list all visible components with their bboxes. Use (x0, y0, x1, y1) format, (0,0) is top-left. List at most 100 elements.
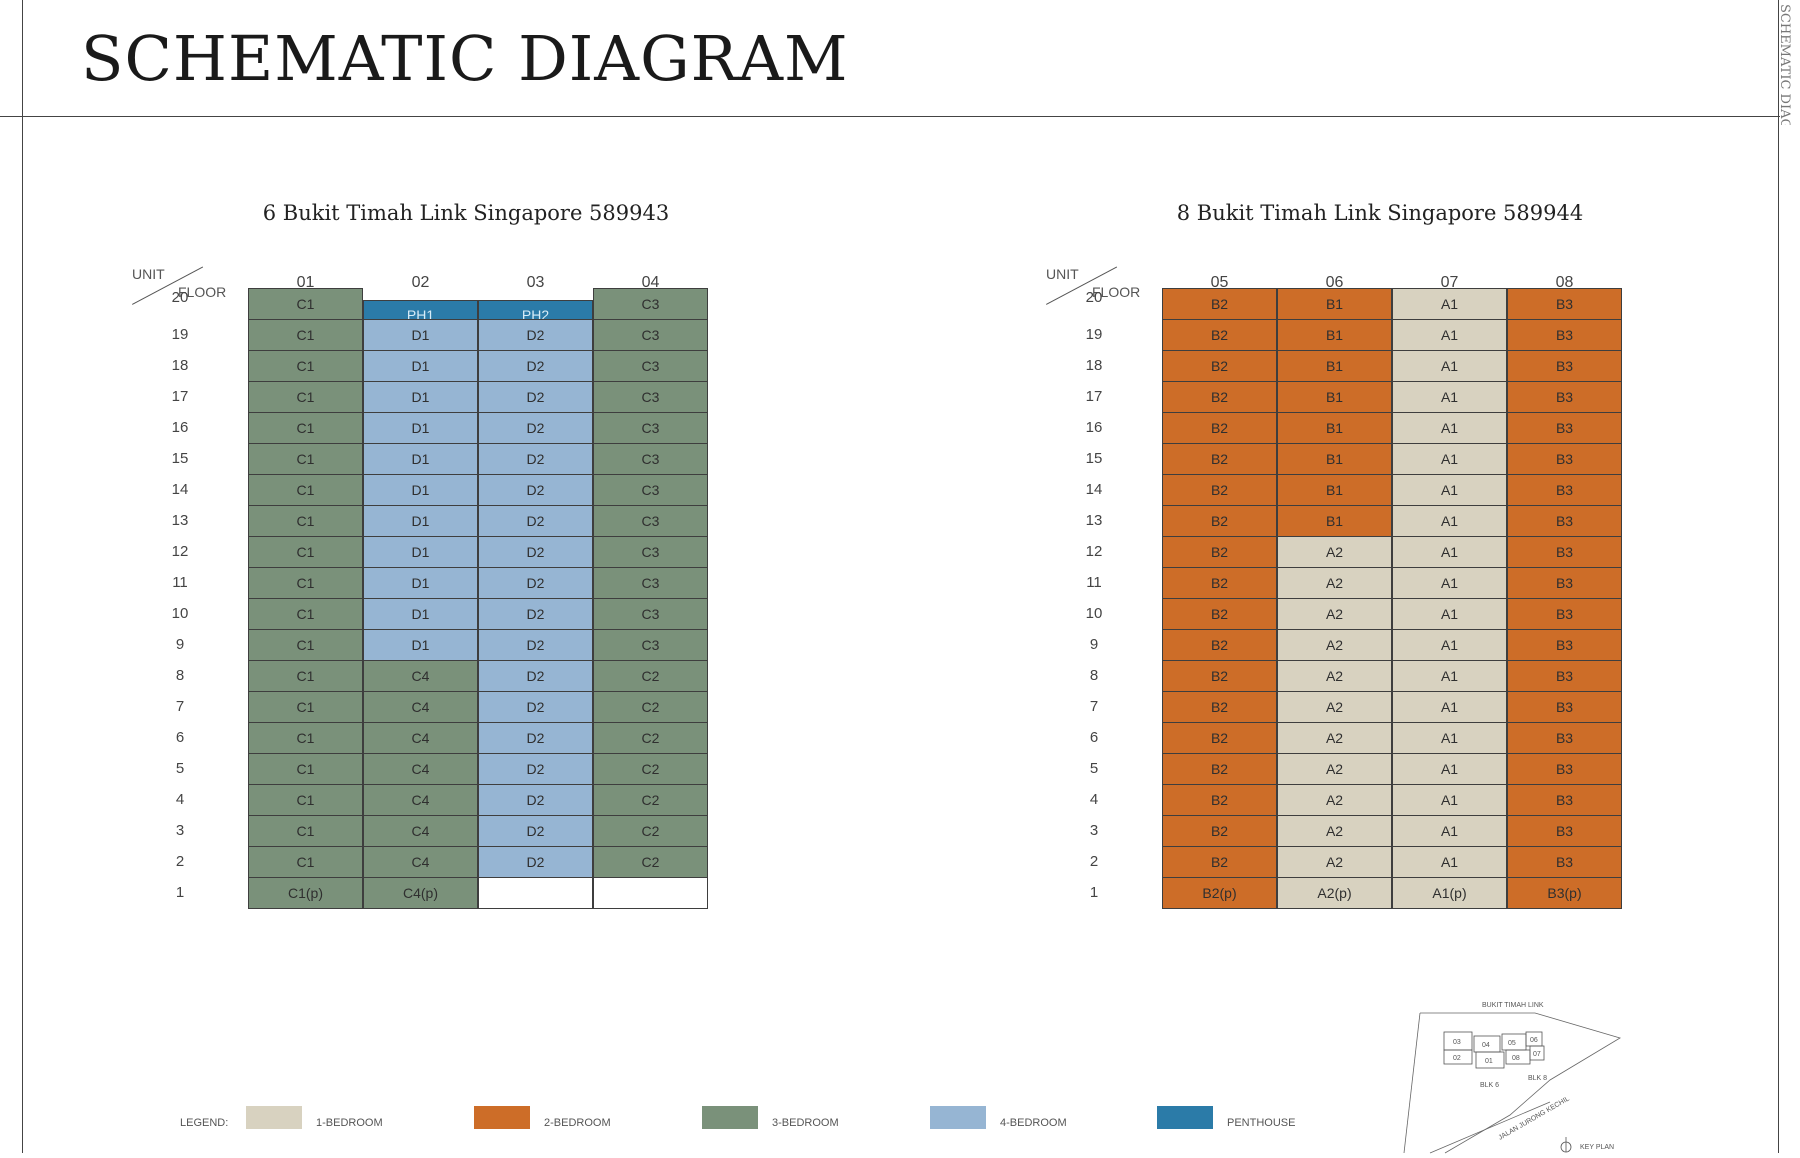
unit-cell: A1 (1392, 412, 1507, 444)
floor-label: 9 (175, 636, 185, 653)
unit-cell: B1 (1277, 443, 1392, 475)
key-plan-road-bottom: JALAN JURONG KECHIL (1498, 1095, 1571, 1141)
unit-cell: D1 (363, 350, 478, 382)
key-plan-blk6: BLK 6 (1480, 1082, 1499, 1089)
unit-cell: D2 (478, 691, 593, 723)
key-plan-stack-06: 06 (1530, 1037, 1538, 1044)
unit-cell: D2 (478, 443, 593, 475)
legend-swatch-1-bedroom (246, 1106, 302, 1129)
unit-cell: D2 (478, 536, 593, 568)
floor-label: 6 (1089, 729, 1099, 746)
floor-label: 14 (171, 481, 189, 498)
unit-cell: A1 (1392, 567, 1507, 599)
unit-cell: D2 (478, 474, 593, 506)
unit-cell: C1(p) (248, 877, 363, 909)
floor-label: 1 (1089, 884, 1099, 901)
unit-cell: D1 (363, 598, 478, 630)
unit-cell: A1 (1392, 350, 1507, 382)
unit-cell: C1 (248, 660, 363, 692)
floor-label: 2 (175, 853, 185, 870)
unit-header: 06 (1325, 274, 1344, 291)
unit-cell: A1 (1392, 598, 1507, 630)
unit-cell: D1 (363, 381, 478, 413)
unit-cell: B3 (1507, 753, 1622, 785)
unit-cell: B3 (1507, 536, 1622, 568)
unit-cell: C2 (593, 846, 708, 878)
unit-cell: PH2 (478, 300, 593, 323)
unit-cell: A2 (1277, 691, 1392, 723)
unit-cell: B1 (1277, 319, 1392, 351)
unit-cell: B2 (1162, 474, 1277, 506)
unit-cell: C4 (363, 722, 478, 754)
unit-cell: B2 (1162, 753, 1277, 785)
unit-cell: C4 (363, 815, 478, 847)
floor-label: 12 (171, 543, 189, 560)
unit-cell: B1 (1277, 474, 1392, 506)
side-page-label: SCHEMATIC DIAGRAM (1770, 0, 1800, 125)
unit-cell: C3 (593, 505, 708, 537)
legend-label: LEGEND: (180, 1117, 229, 1129)
unit-cell: B2 (1162, 722, 1277, 754)
block-title: 8 Bukit Timah Link Singapore 589944 (1176, 201, 1584, 225)
unit-cell: B1 (1277, 350, 1392, 382)
unit-cell: B1 (1277, 381, 1392, 413)
floor-label: 5 (175, 760, 185, 777)
unit-header: 04 (641, 274, 660, 291)
unit-cell: B2 (1162, 784, 1277, 816)
legend-swatch-penthouse (1157, 1106, 1213, 1129)
side-page-label-text: SCHEMATIC DIAGRAM (1777, 4, 1792, 125)
unit-cell: B2 (1162, 536, 1277, 568)
unit-cell: A1 (1392, 474, 1507, 506)
unit-cell: B3 (1507, 660, 1622, 692)
floor-label: 5 (1089, 760, 1099, 777)
floor-label: 18 (171, 357, 189, 374)
unit-cell: A2 (1277, 629, 1392, 661)
unit-cell: B2 (1162, 412, 1277, 444)
key-plan-stack-07: 07 (1533, 1051, 1541, 1058)
floor-label: 20 (171, 289, 189, 306)
key-plan-site-boundary (1420, 1012, 1621, 1154)
unit-cell: D2 (478, 598, 593, 630)
corner-floor-label: FLOOR (178, 284, 227, 300)
key-plan-label: KEY PLAN (1580, 1144, 1614, 1151)
unit-cell: A1 (1392, 288, 1507, 320)
unit-cell: A1 (1392, 505, 1507, 537)
unit-cell: B3 (1507, 567, 1622, 599)
floor-label: 4 (1089, 791, 1099, 808)
key-plan-stack-02: 02 (1453, 1055, 1461, 1062)
unit-cell: C2 (593, 660, 708, 692)
unit-cell: C1 (248, 536, 363, 568)
floor-label: 4 (175, 791, 185, 808)
legend-item-penthouse: PENTHOUSE (1227, 1117, 1296, 1129)
unit-cell: C1 (248, 567, 363, 599)
unit-cell: C1 (248, 815, 363, 847)
unit-cell: C3 (593, 288, 708, 320)
unit-cell: B3 (1507, 381, 1622, 413)
key-plan-bldg (1443, 1049, 1473, 1065)
frame-left-rule (22, 0, 23, 1153)
floor-label: 3 (1089, 822, 1099, 839)
unit-cell: C3 (593, 598, 708, 630)
legend-swatch-2-bedroom (474, 1106, 530, 1129)
unit-cell: C3 (593, 412, 708, 444)
unit-cell: D1 (363, 629, 478, 661)
unit-cell: A2 (1277, 536, 1392, 568)
unit-cell: C3 (593, 536, 708, 568)
key-plan-stack-08: 08 (1512, 1055, 1520, 1062)
floor-label: 7 (1089, 698, 1099, 715)
unit-cell: C3 (593, 350, 708, 382)
unit-cell: B2 (1162, 319, 1277, 351)
unit-cell: PH1 (363, 300, 478, 323)
unit-cell: C2 (593, 753, 708, 785)
unit-cell: B3 (1507, 629, 1622, 661)
unit-cell: C3 (593, 567, 708, 599)
key-plan-stack-01: 01 (1485, 1058, 1493, 1065)
unit-cell: A1 (1392, 691, 1507, 723)
corner-floor-label: FLOOR (1092, 284, 1141, 300)
unit-cell: C1 (248, 288, 363, 320)
unit-cell: D1 (363, 443, 478, 475)
unit-cell: D2 (478, 567, 593, 599)
unit-cell: B2 (1162, 691, 1277, 723)
corner-unit-label: UNIT (132, 266, 165, 282)
unit-cell: A1 (1392, 815, 1507, 847)
